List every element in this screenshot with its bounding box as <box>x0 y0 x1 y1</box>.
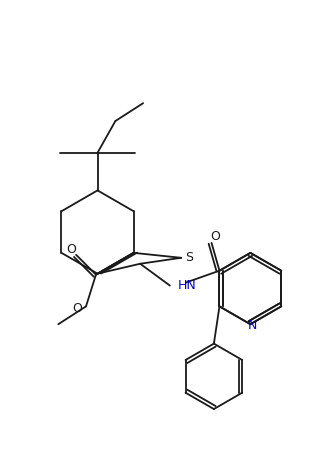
Text: O: O <box>66 244 76 256</box>
Text: N: N <box>248 319 257 332</box>
Text: S: S <box>185 251 193 264</box>
Text: O: O <box>211 230 220 244</box>
Text: HN: HN <box>178 279 197 292</box>
Text: O: O <box>72 302 82 315</box>
